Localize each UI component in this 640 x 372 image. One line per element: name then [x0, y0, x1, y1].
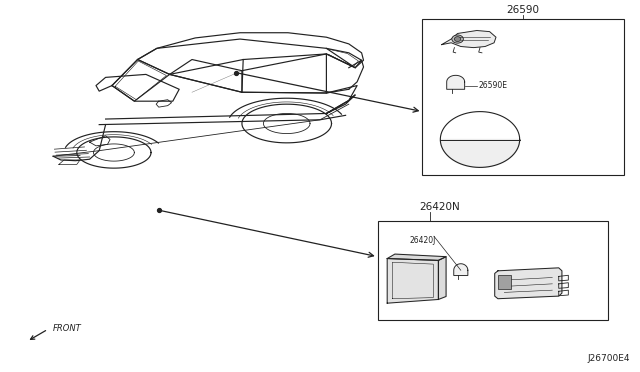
Polygon shape — [387, 254, 446, 260]
Text: FRONT: FRONT — [52, 324, 81, 333]
Text: J26700E4: J26700E4 — [588, 354, 630, 363]
Polygon shape — [440, 140, 520, 167]
Bar — [498, 275, 511, 289]
Polygon shape — [447, 76, 465, 89]
Polygon shape — [454, 264, 468, 275]
Polygon shape — [495, 268, 562, 299]
Text: 26420J: 26420J — [410, 236, 436, 245]
Bar — [422, 19, 624, 175]
Ellipse shape — [454, 37, 461, 42]
Polygon shape — [438, 257, 446, 299]
Polygon shape — [442, 31, 496, 48]
Bar — [378, 221, 608, 320]
Text: 26420N: 26420N — [419, 202, 460, 212]
Polygon shape — [387, 259, 438, 303]
Text: 26590: 26590 — [507, 5, 540, 15]
Text: 26590E: 26590E — [478, 81, 507, 90]
Ellipse shape — [452, 35, 463, 43]
